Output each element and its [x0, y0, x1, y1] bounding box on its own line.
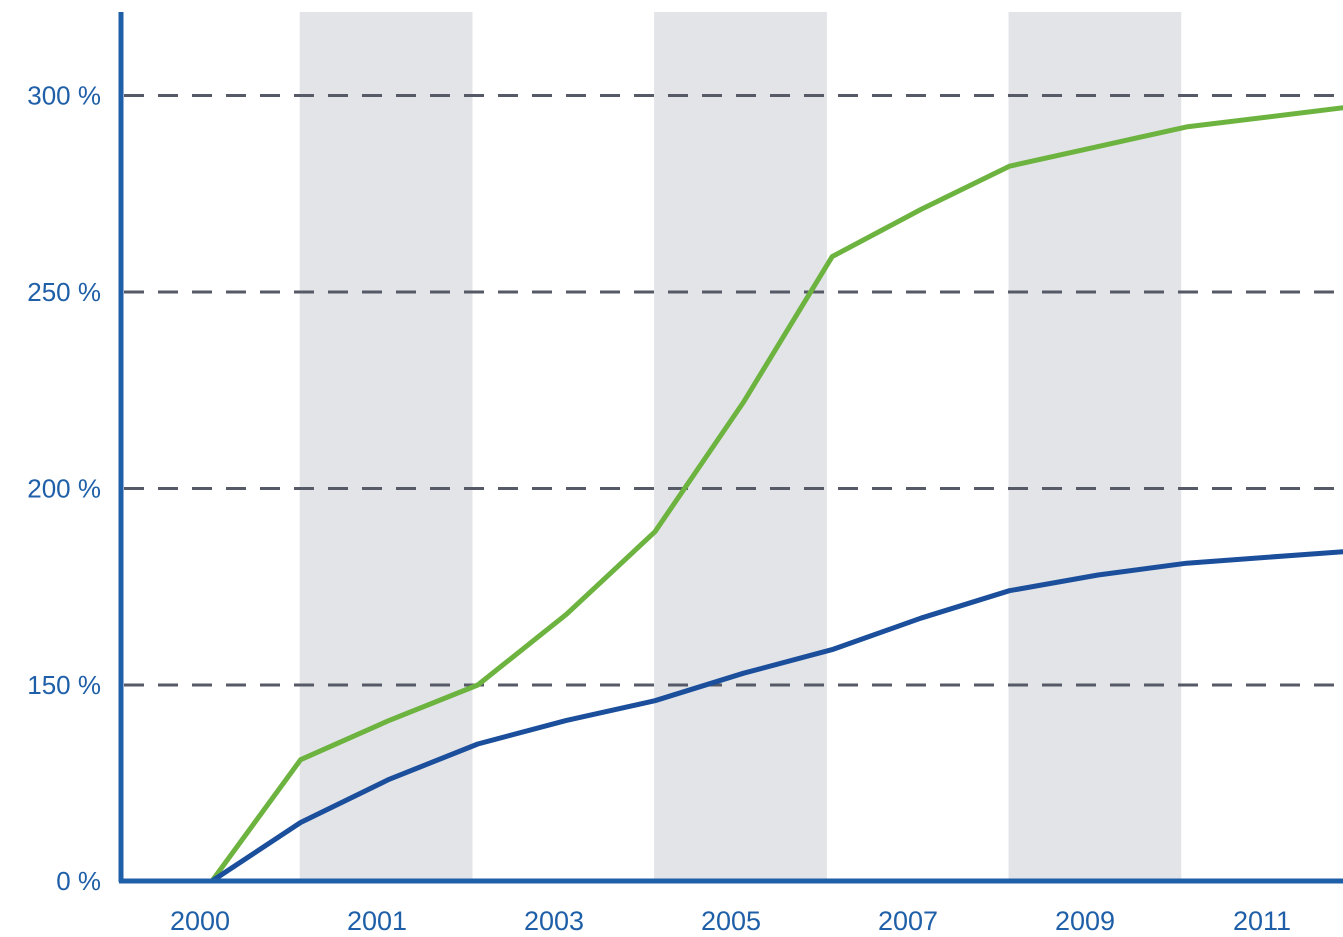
x-tick-label: 2003	[524, 906, 584, 936]
y-tick-label: 150 %	[27, 670, 101, 700]
shaded-band-1	[654, 12, 827, 881]
y-tick-labels: 0 % 150 % 200 % 250 % 300 %	[27, 81, 101, 897]
x-tick-label: 2000	[170, 906, 230, 936]
x-tick-label: 2001	[347, 906, 407, 936]
series-lines	[209, 105, 1343, 884]
y-tick-label: 300 %	[27, 81, 101, 111]
shaded-band-0	[299, 12, 473, 881]
x-tick-label: 2007	[878, 906, 938, 936]
x-tick-label: 2009	[1055, 906, 1115, 936]
y-tick-label: 0 %	[56, 866, 101, 896]
axes	[118, 12, 1343, 884]
x-tick-labels: 2000 2001 2003 2005 2007 2009 2011	[170, 906, 1291, 936]
series-line-0	[209, 105, 1343, 884]
shaded-band-2	[1008, 12, 1182, 881]
shaded-bands	[299, 12, 1182, 881]
y-tick-label: 250 %	[27, 277, 101, 307]
x-tick-label: 2011	[1233, 906, 1291, 936]
y-tick-label: 200 %	[27, 474, 101, 504]
x-tick-label: 2005	[701, 906, 761, 936]
series-line-1	[209, 549, 1343, 884]
